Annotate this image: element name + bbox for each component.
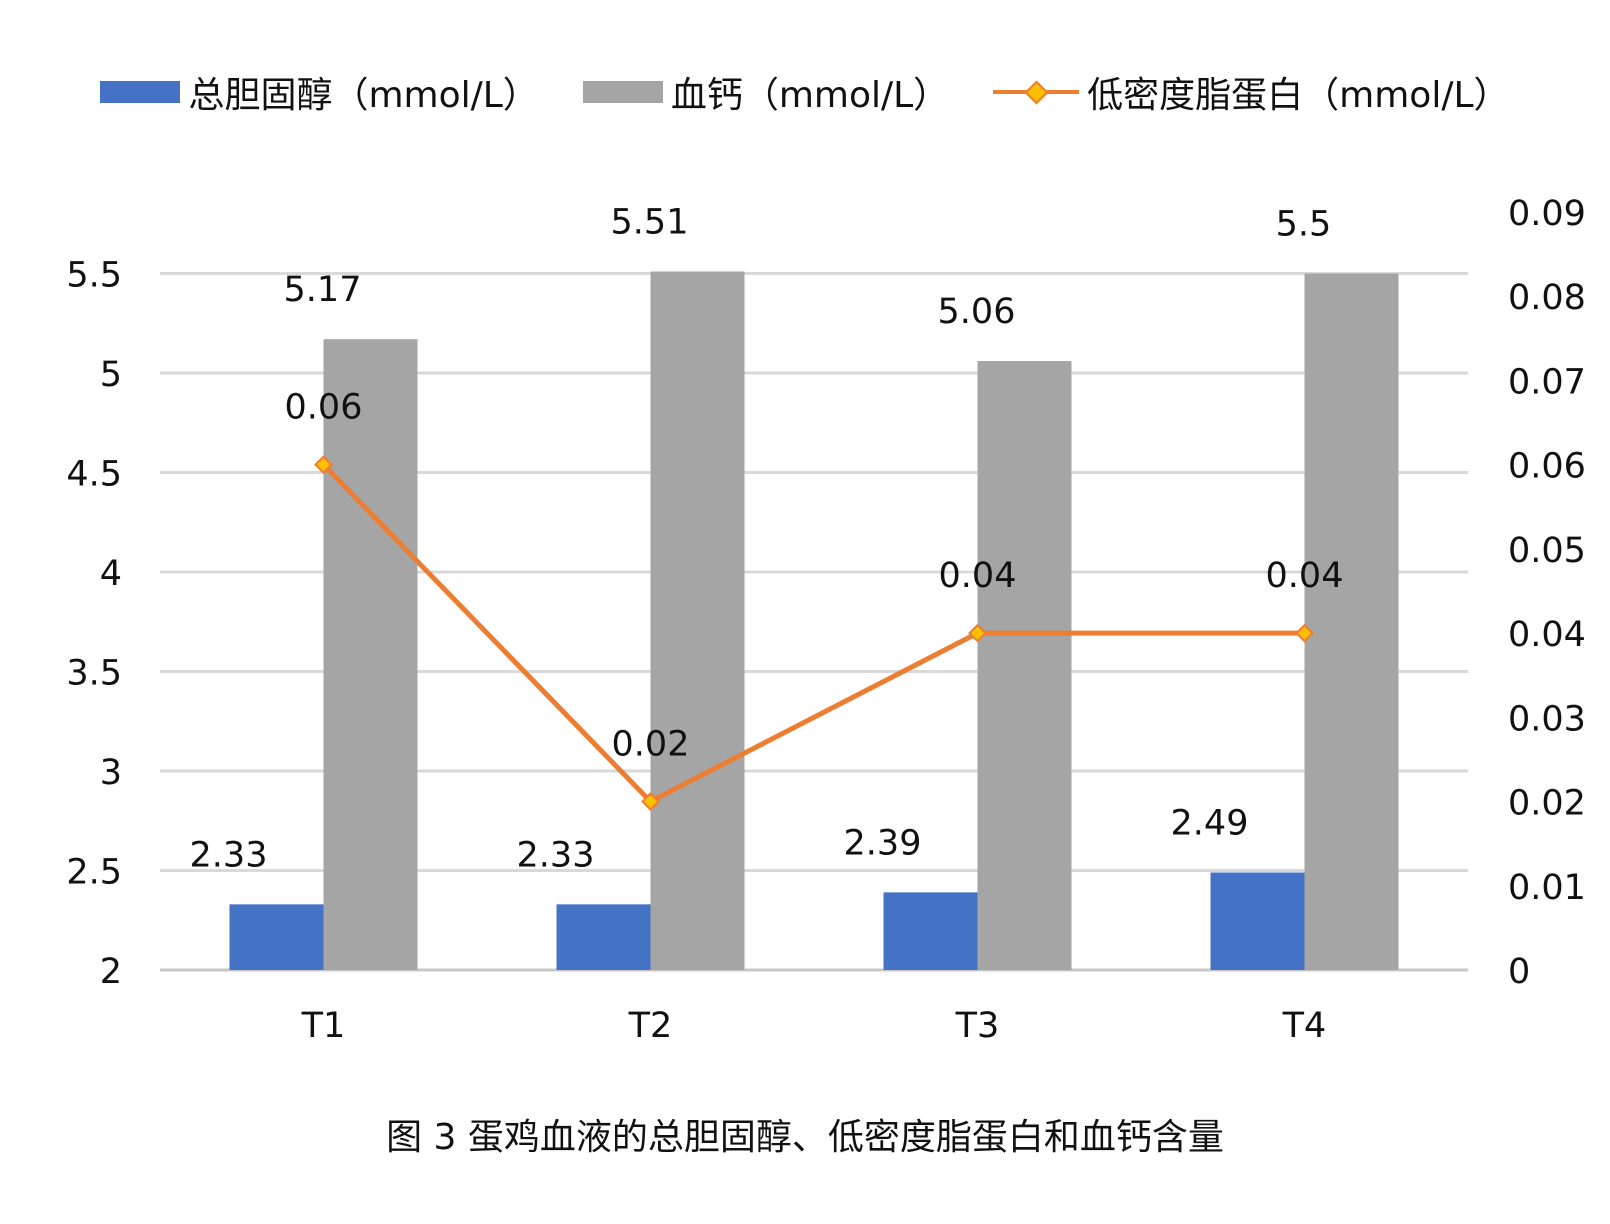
legend: 总胆固醇（mmol/L） 血钙（mmol/L） 低密度脂蛋白（mmol/L） <box>0 62 1610 122</box>
bar-data-label: 2.49 <box>1171 803 1249 843</box>
right-axis-tick-label: 0.07 <box>1508 362 1586 402</box>
left-axis-tick-label: 5.5 <box>66 256 122 296</box>
ldl-point-marker <box>1295 623 1314 643</box>
line-data-label: 0.04 <box>1266 556 1344 596</box>
line-data-label: 0.06 <box>285 388 363 428</box>
left-axis-tick-label: 3.5 <box>66 654 122 694</box>
line-data-label: 0.04 <box>939 556 1017 596</box>
right-axis-tick-label: 0.04 <box>1508 615 1586 655</box>
category-label: T4 <box>1282 1006 1327 1046</box>
ldl-point-marker <box>314 455 333 475</box>
left-axis-tick-label: 2 <box>100 952 122 992</box>
bar-data-label: 5.5 <box>1276 205 1332 245</box>
legend-item-cholesterol: 总胆固醇（mmol/L） <box>100 66 539 118</box>
category-label: T2 <box>628 1006 673 1046</box>
category-label: T1 <box>301 1006 346 1046</box>
bar-calcium <box>977 361 1072 970</box>
left-axis-tick-label: 5 <box>100 355 122 395</box>
right-axis-tick-label: 0.03 <box>1508 699 1586 739</box>
right-axis-tick-label: 0 <box>1508 952 1530 992</box>
bar-cholesterol <box>883 892 978 970</box>
right-axis-tick-label: 0.08 <box>1508 278 1586 318</box>
bar-data-label: 5.17 <box>284 270 362 310</box>
right-axis-tick-label: 0.09 <box>1508 194 1586 234</box>
legend-swatch-ldl <box>993 80 1080 105</box>
legend-swatch-calcium <box>582 81 663 103</box>
right-axis-tick-label: 0.06 <box>1508 447 1586 487</box>
ldl-point-marker <box>641 792 660 811</box>
legend-item-ldl: 低密度脂蛋白（mmol/L） <box>993 66 1510 118</box>
line-data-label: 0.02 <box>612 725 690 765</box>
ldl-point-marker <box>968 623 987 643</box>
left-axis-tick-label: 4 <box>100 554 122 594</box>
right-axis-tick-label: 0.02 <box>1508 784 1586 824</box>
bar-calcium <box>1304 273 1399 970</box>
legend-item-calcium: 血钙（mmol/L） <box>582 66 950 118</box>
left-axis-tick-label: 2.5 <box>66 853 122 893</box>
bar-data-label: 2.33 <box>190 835 268 875</box>
bar-data-label: 5.06 <box>938 292 1016 332</box>
legend-label-calcium: 血钙（mmol/L） <box>670 75 950 116</box>
bar-cholesterol <box>556 904 651 970</box>
figure-caption: 图 3 蛋鸡血液的总胆固醇、低密度脂蛋白和血钙含量 <box>386 1117 1224 1158</box>
bar-cholesterol <box>229 904 324 970</box>
bar-cholesterol <box>1210 872 1305 970</box>
legend-label-ldl: 低密度脂蛋白（mmol/L） <box>1087 75 1510 116</box>
right-axis-tick-label: 0.05 <box>1508 531 1586 571</box>
bar-calcium <box>650 271 745 970</box>
bar-calcium <box>323 339 418 970</box>
left-axis-tick-label: 4.5 <box>66 455 122 495</box>
legend-swatch-cholesterol <box>100 81 181 103</box>
left-axis-tick-label: 3 <box>100 753 122 793</box>
bar-data-label: 2.39 <box>844 823 922 863</box>
ldl-line <box>321 462 1305 805</box>
bar-data-label: 2.33 <box>517 835 595 875</box>
category-label: T3 <box>955 1006 1000 1046</box>
legend-label-cholesterol: 总胆固醇（mmol/L） <box>188 75 539 116</box>
bar-data-label: 5.51 <box>611 203 689 243</box>
right-axis-tick-label: 0.01 <box>1508 868 1586 908</box>
